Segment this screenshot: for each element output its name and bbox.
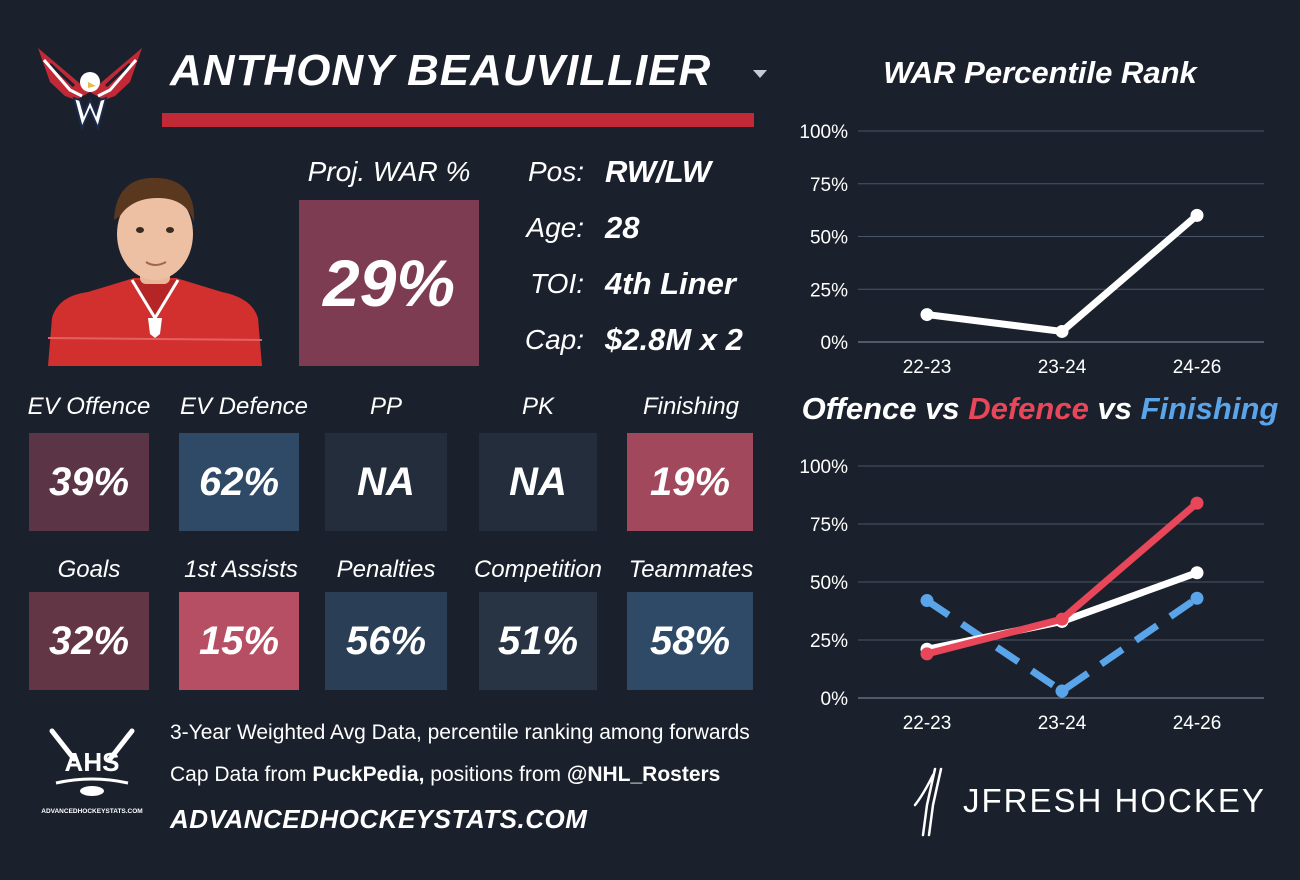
data-point bbox=[1055, 612, 1069, 626]
info-value-toi: 4th Liner bbox=[605, 266, 736, 301]
x-tick-label: 24-26 bbox=[1173, 357, 1222, 378]
tile-label-competition: Competition bbox=[473, 556, 603, 583]
tile-teammates: 58% bbox=[627, 592, 753, 690]
info-label-toi: TOI: bbox=[530, 268, 584, 299]
chart-title-part: vs bbox=[917, 391, 969, 426]
info-label-cap: Cap: bbox=[524, 324, 584, 355]
y-tick-label: 25% bbox=[810, 631, 848, 652]
data-point bbox=[1190, 496, 1204, 510]
data-point bbox=[920, 308, 934, 322]
y-tick-label: 0% bbox=[821, 689, 849, 710]
chart-title-part: Defence bbox=[968, 391, 1089, 426]
tile-pk: NA bbox=[479, 433, 597, 531]
data-point bbox=[920, 647, 934, 661]
y-tick-label: 75% bbox=[810, 175, 848, 196]
footnote-sources: Cap Data from PuckPedia, positions from … bbox=[170, 763, 720, 787]
chart-title: Offence vs Defence vs Finishing bbox=[802, 391, 1279, 426]
chart-title-part: vs bbox=[1089, 391, 1141, 426]
ahs-logo-subtext: ADVANCEDHOCKEYSTATS.COM bbox=[41, 808, 142, 815]
jfresh-logo-text: JFRESH HOCKEY bbox=[963, 782, 1266, 819]
tile-ev-defence: 62% bbox=[179, 433, 299, 531]
y-tick-label: 50% bbox=[810, 228, 848, 249]
tile-label-penalties: Penalties bbox=[336, 556, 436, 583]
x-tick-label: 22-23 bbox=[903, 357, 952, 378]
footnote-source-link[interactable]: PuckPedia, bbox=[312, 763, 425, 786]
proj-war-label: Proj. WAR % bbox=[307, 156, 471, 187]
tile-finishing: 19% bbox=[627, 433, 753, 531]
x-tick-label: 24-26 bbox=[1173, 713, 1222, 734]
y-tick-label: 25% bbox=[810, 280, 848, 301]
tile-goals: 32% bbox=[29, 592, 149, 690]
tile-penalties: 56% bbox=[325, 592, 447, 690]
offence-defence-finishing-chart: Offence vs Defence vs Finishing 0% 25% 50% 7… bbox=[799, 391, 1279, 734]
info-value-age: 28 bbox=[605, 210, 640, 245]
tile-1st-assists: 15% bbox=[179, 592, 299, 690]
series-line bbox=[923, 569, 1201, 653]
name-underline bbox=[162, 113, 754, 127]
y-tick-label: 100% bbox=[799, 122, 848, 143]
tile-pp: NA bbox=[325, 433, 447, 531]
player-name: ANTHONY BEAUVILLIER bbox=[170, 46, 712, 95]
x-tick-label: 23-24 bbox=[1038, 357, 1087, 378]
footnote-method: 3-Year Weighted Avg Data, percentile ran… bbox=[170, 721, 750, 744]
tile-ev-offence: 39% bbox=[29, 433, 149, 531]
player-headshot bbox=[47, 168, 263, 366]
tile-label-pp: PP bbox=[369, 393, 402, 420]
info-value-pos: RW/LW bbox=[605, 154, 712, 189]
data-point bbox=[1190, 591, 1204, 605]
chart-title-part: Offence bbox=[802, 391, 917, 426]
tile-competition: 51% bbox=[479, 592, 597, 690]
proj-war-value: 29% bbox=[299, 200, 479, 366]
chart-title-part: Finishing bbox=[1141, 391, 1279, 426]
footnote-middle: positions from bbox=[424, 763, 567, 786]
info-value-cap: $2.8M x 2 bbox=[605, 322, 743, 357]
y-tick-label: 100% bbox=[799, 457, 848, 478]
tile-label-teammates: Teammates bbox=[628, 556, 754, 583]
tile-label-goals: Goals bbox=[57, 556, 121, 583]
data-point bbox=[1055, 684, 1069, 698]
y-tick-label: 50% bbox=[810, 573, 848, 594]
tile-label-finishing: Finishing bbox=[642, 393, 740, 420]
site-url-link[interactable]: ADVANCEDHOCKEYSTATS.COM bbox=[170, 804, 588, 834]
footnote-handle-link[interactable]: @NHL_Rosters bbox=[566, 763, 721, 786]
y-tick-label: 75% bbox=[810, 515, 848, 536]
ahs-logo: AHS ADVANCEDHOCKEYSTATS.COM bbox=[40, 725, 144, 820]
data-point bbox=[1190, 208, 1204, 222]
x-tick-label: 23-24 bbox=[1038, 713, 1087, 734]
tile-label-1st-assists: 1st Assists bbox=[184, 556, 298, 583]
chart-title: WAR Percentile Rank bbox=[883, 55, 1198, 90]
data-point bbox=[1190, 566, 1204, 580]
war-percentile-chart: WAR Percentile Rank 0% 25% 50% 75% 100% 22-23 2… bbox=[799, 55, 1264, 378]
tile-label-pk: PK bbox=[521, 393, 554, 420]
data-point bbox=[920, 594, 934, 608]
info-label-age: Age: bbox=[526, 212, 584, 243]
chevron-down-icon[interactable] bbox=[752, 66, 768, 78]
footnote-prefix: Cap Data from bbox=[170, 763, 313, 786]
y-tick-label: 0% bbox=[821, 333, 849, 354]
team-logo bbox=[30, 40, 150, 135]
series-line bbox=[925, 595, 1199, 695]
ahs-logo-text: AHS bbox=[65, 747, 120, 777]
tile-label-ev-offence: EV Offence bbox=[27, 393, 151, 420]
jfresh-logo: JFRESH HOCKEY bbox=[905, 765, 1285, 840]
x-tick-label: 22-23 bbox=[903, 713, 952, 734]
info-label-pos: Pos: bbox=[527, 156, 584, 187]
data-point bbox=[1055, 324, 1069, 338]
tile-label-ev-defence: EV Defence bbox=[179, 393, 309, 420]
